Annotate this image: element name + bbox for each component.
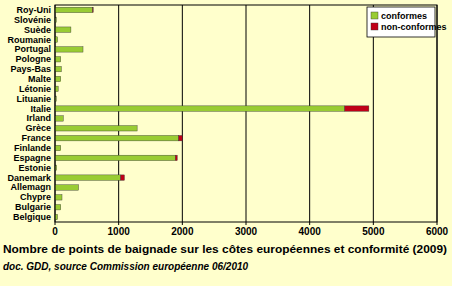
background (0, 0, 452, 286)
category-label: Roy-Uni (17, 5, 52, 15)
category-label: Bulgarie (15, 202, 51, 212)
bar (56, 17, 57, 22)
plot-frame (55, 5, 437, 222)
bar (57, 37, 58, 42)
legend-swatch (371, 23, 378, 30)
bar (55, 195, 62, 200)
category-label: Malte (28, 74, 51, 84)
bar (55, 27, 71, 32)
bar (78, 185, 79, 190)
category-label: Finlande (14, 143, 51, 153)
bar (61, 66, 62, 71)
bar (58, 86, 59, 91)
category-label: Slovénie (14, 15, 51, 25)
bar (55, 66, 61, 71)
bar (55, 175, 121, 180)
tick-label: 3000 (235, 226, 258, 237)
category-label: Estonie (18, 163, 51, 173)
bar (60, 204, 61, 209)
legend-label: conformes (381, 11, 427, 21)
grid-line (182, 5, 183, 222)
tick-label: 2000 (171, 226, 194, 237)
bar (55, 126, 137, 131)
chart: 0 1000 2000 3000 4000 5000 6000 Roy-UniSlovénie… (0, 0, 452, 286)
grid-line (246, 5, 247, 222)
category-label: Portugal (14, 44, 51, 54)
category-label: Pologne (16, 54, 52, 64)
title: Nombre de points de baignade sur les côt… (3, 243, 447, 255)
tick-label: 6000 (426, 226, 449, 237)
plot-area (55, 5, 437, 222)
bar (55, 57, 61, 62)
bar (57, 214, 58, 219)
bar (121, 175, 125, 180)
category-label: Espagne (13, 153, 51, 163)
bar (55, 135, 179, 140)
category-label: Danemark (7, 173, 52, 183)
category-label: Allemagn (10, 182, 51, 192)
category-label: Chypre (20, 192, 51, 202)
bar (60, 145, 61, 150)
bar (60, 76, 61, 81)
category-label: Irland (26, 113, 51, 123)
category-label: Suède (24, 25, 51, 35)
category-label: Italie (30, 104, 51, 114)
bar (62, 195, 63, 200)
category-label: Belgique (13, 212, 51, 222)
bar (83, 47, 84, 52)
tick-label: 4000 (299, 226, 322, 237)
category-label: Roumanie (7, 35, 51, 45)
bar (137, 126, 138, 131)
bar (345, 106, 369, 111)
bar (179, 135, 183, 140)
grid-line (309, 5, 310, 222)
grid-line (118, 5, 119, 222)
category-label: France (21, 133, 51, 143)
bar (70, 27, 71, 32)
bar (55, 185, 79, 190)
legend-label: non-conformes (381, 22, 447, 32)
bar (56, 96, 57, 101)
grid-line (373, 5, 374, 222)
category-label: Létonie (19, 84, 51, 94)
bars (55, 7, 369, 220)
bar (60, 57, 61, 62)
category-label: Lituanie (16, 94, 51, 104)
bar (56, 165, 57, 170)
subtitle: doc. GDD, source Commission européenne 0… (3, 261, 249, 272)
category-label: Grèce (25, 123, 51, 133)
tick-label: 0 (52, 226, 58, 237)
bar (55, 204, 61, 209)
bar (55, 116, 63, 121)
bar (55, 155, 175, 160)
bar (55, 76, 61, 81)
tick-label: 1000 (108, 226, 131, 237)
bar (55, 106, 345, 111)
bar (92, 7, 94, 12)
legend-swatch (371, 12, 378, 19)
tick-label: 5000 (362, 226, 385, 237)
bar (55, 7, 93, 12)
bar (55, 47, 83, 52)
legend: conformesnon-conformes (367, 7, 447, 37)
category-label: Pays-Bas (10, 64, 51, 74)
bar (175, 155, 177, 160)
bar (63, 116, 64, 121)
bar (55, 145, 61, 150)
